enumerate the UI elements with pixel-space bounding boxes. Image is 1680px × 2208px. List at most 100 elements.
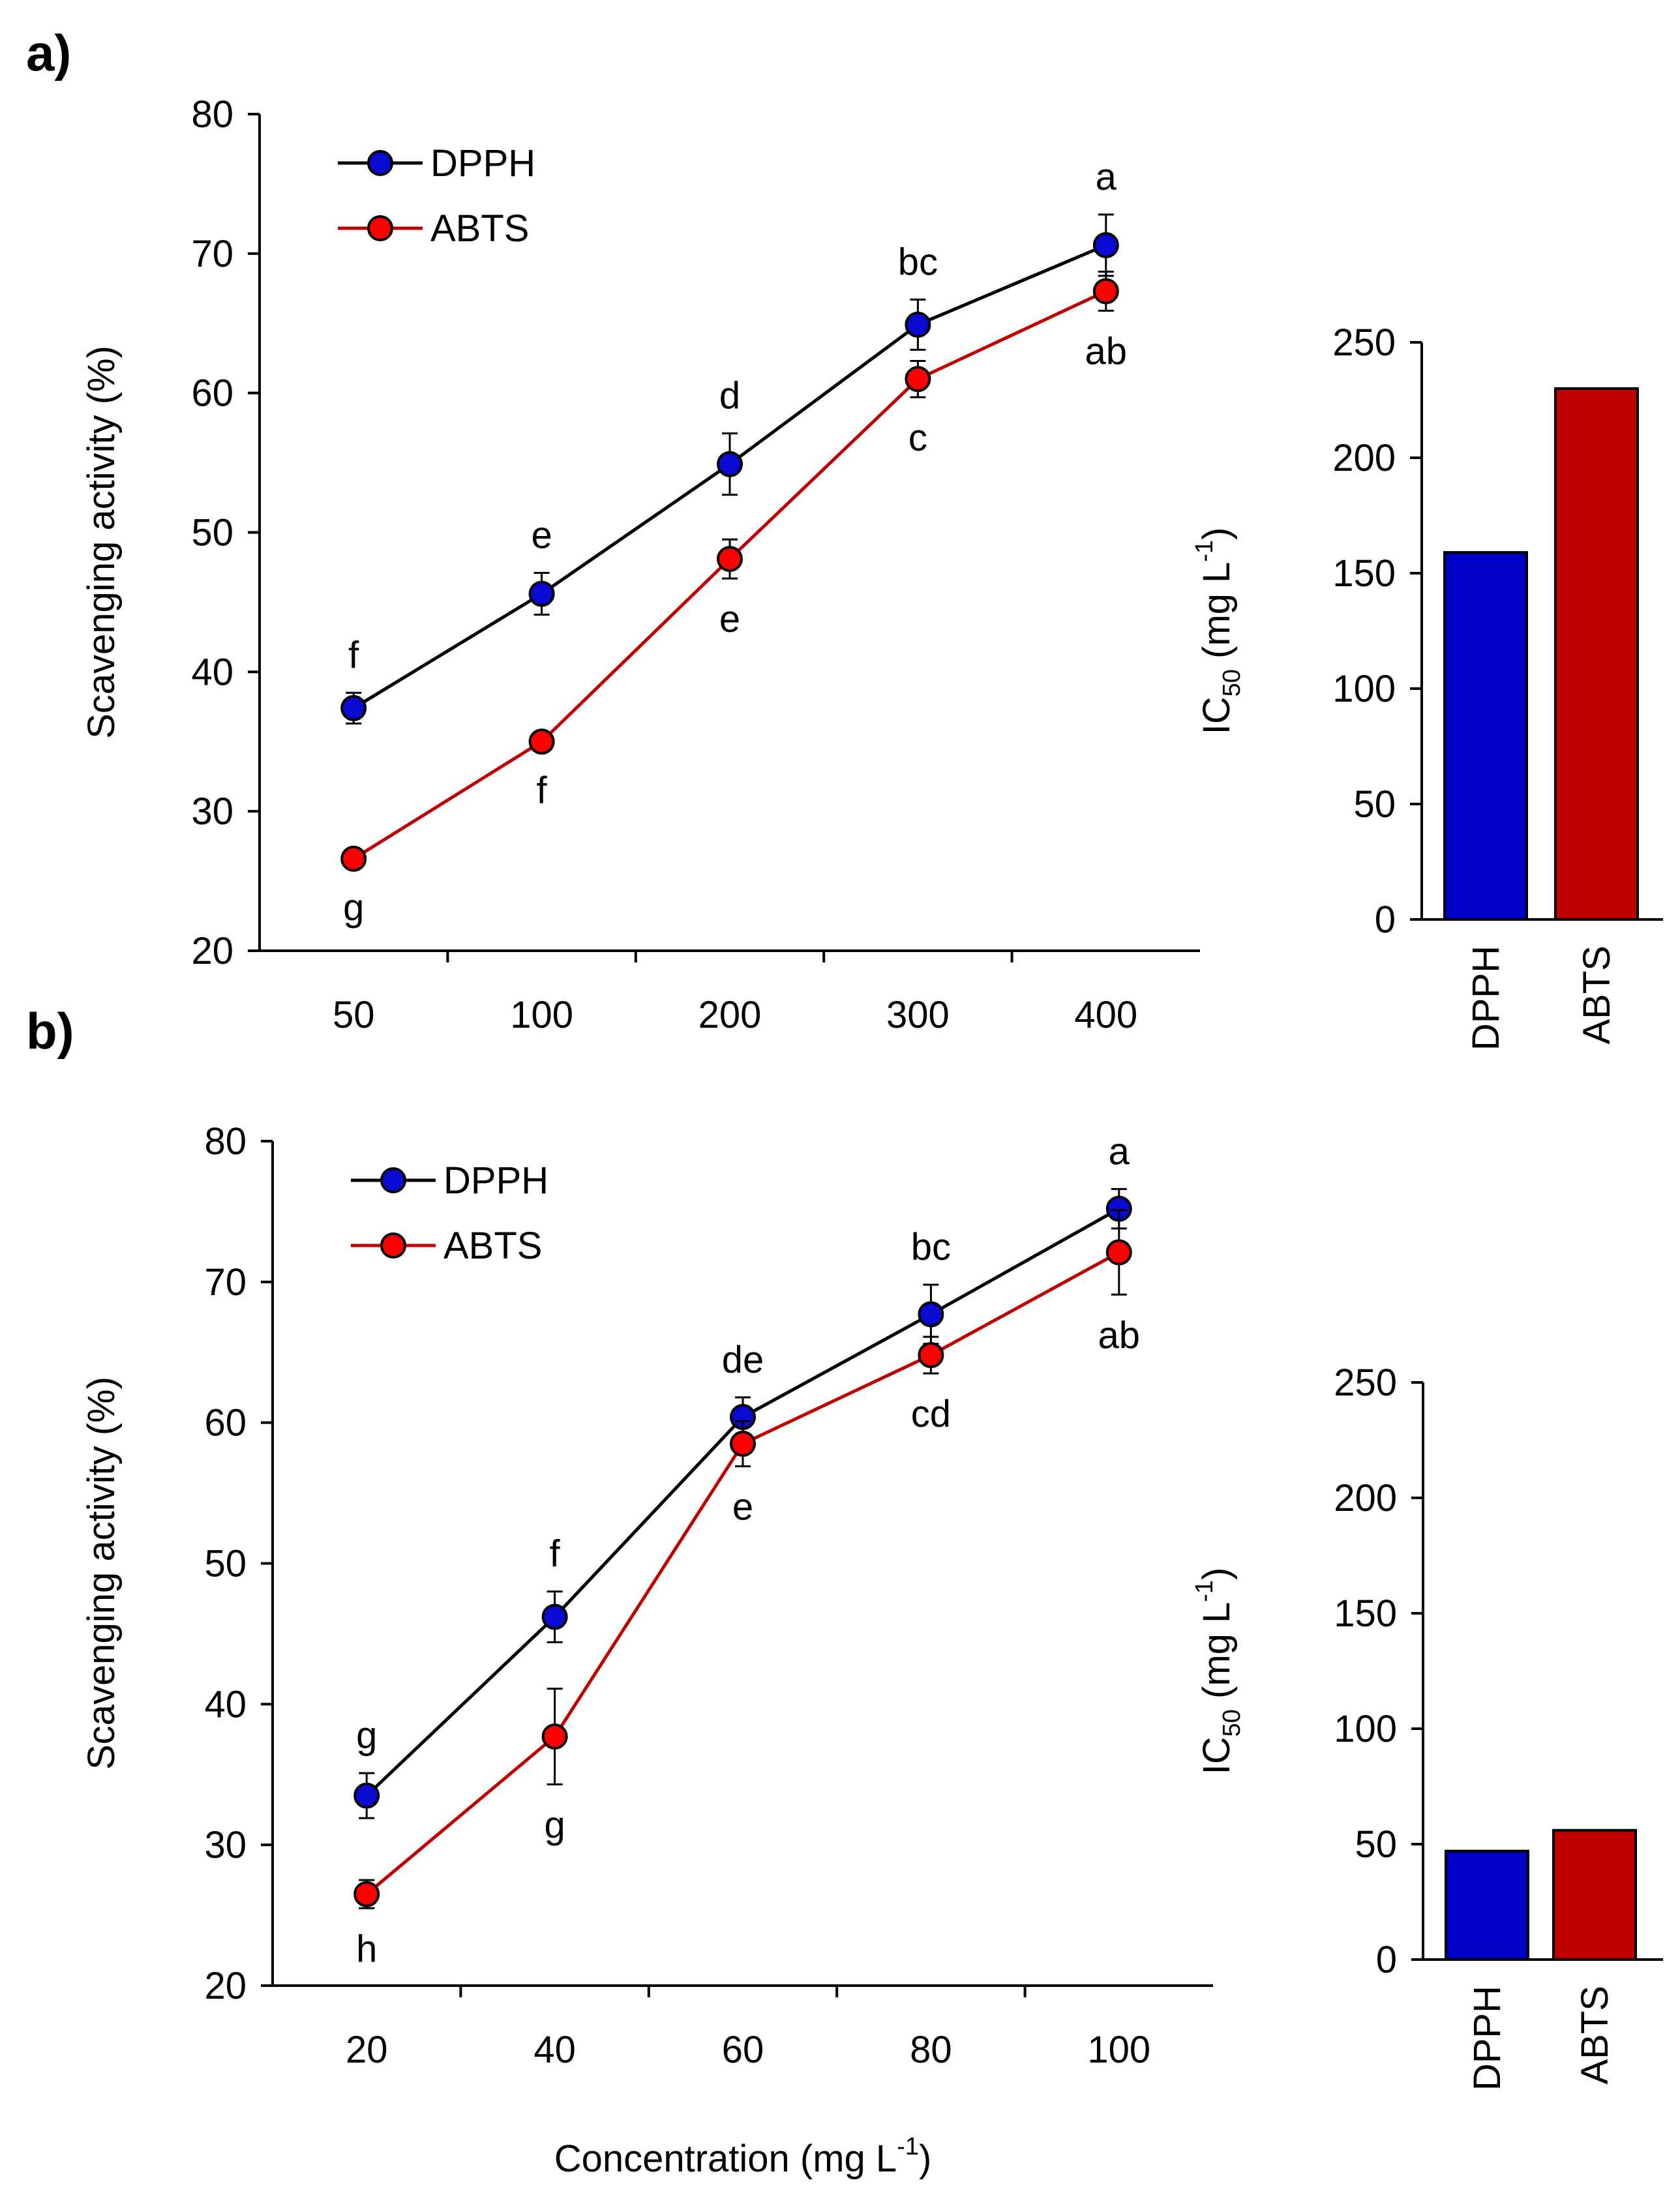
data-point-ABTS bbox=[905, 366, 931, 393]
significance-letter: f bbox=[550, 1533, 561, 1575]
legend-label-ABTS: ABTS bbox=[430, 207, 530, 250]
y-tick-label: 0 bbox=[1375, 899, 1396, 941]
data-point-ABTS bbox=[730, 1431, 756, 1457]
series-DPPH: f e d bc a bbox=[340, 156, 1119, 724]
y-tick-label: 250 bbox=[1332, 321, 1396, 364]
x-tick-label: 50 bbox=[333, 994, 375, 1036]
x-tick-label: 200 bbox=[698, 994, 762, 1036]
y-axis-title-unit: (mg L bbox=[1195, 562, 1238, 669]
significance-letter: cd bbox=[911, 1393, 951, 1435]
bar-ABTS bbox=[1554, 387, 1639, 921]
y-axis-title-unit: (mg L bbox=[1195, 1602, 1238, 1709]
y-tick-label: 60 bbox=[191, 372, 233, 415]
significance-letter: f bbox=[348, 634, 359, 676]
y-tick-label: 200 bbox=[1332, 437, 1396, 479]
data-point-ABTS bbox=[541, 1723, 568, 1750]
data-point-ABTS bbox=[717, 546, 743, 573]
y-axis-title: IC50 (mg L-1) bbox=[1191, 1568, 1246, 1775]
data-point-ABTS bbox=[1105, 1239, 1132, 1266]
y-tick-label: 100 bbox=[1334, 1708, 1397, 1750]
y-tick-label: 60 bbox=[204, 1402, 247, 1444]
significance-letter: ab bbox=[1085, 331, 1128, 373]
x-tick-label: 100 bbox=[1087, 2029, 1150, 2071]
bar-chart-a_bar: 0 50 100 150 200 250 DPPH ABTS IC50 (mg L-1) bbox=[1191, 321, 1663, 1051]
significance-letter: a bbox=[1109, 1130, 1130, 1172]
line-chart-a_line: a) 20 30 40 50 60 70 80 50 100 200 300 400 Scavenging… bbox=[26, 24, 1200, 1036]
legend-label-ABTS: ABTS bbox=[443, 1225, 543, 1267]
y-tick-label: 80 bbox=[191, 93, 233, 136]
line-chart-b_line: b) 20 30 40 50 60 70 80 20 40 60 80 100 Scavenging ac… bbox=[26, 1002, 1213, 2180]
significance-letter: f bbox=[537, 769, 548, 812]
y-axis-title: IC50 (mg L-1) bbox=[1191, 528, 1246, 735]
x-tick-label: ABTS bbox=[1576, 946, 1618, 1045]
significance-letter: de bbox=[722, 1339, 764, 1381]
y-tick-label: 30 bbox=[204, 1824, 247, 1866]
data-point-DPPH bbox=[353, 1782, 380, 1809]
significance-letter: g bbox=[343, 887, 364, 929]
significance-letter: bc bbox=[911, 1226, 951, 1268]
y-axis-title-sub: 50 bbox=[1218, 1709, 1246, 1737]
x-tick-label: 80 bbox=[910, 2029, 952, 2071]
legend-label-DPPH: DPPH bbox=[443, 1159, 548, 1202]
y-tick-label: 20 bbox=[191, 930, 233, 972]
significance-letter: e bbox=[732, 1486, 753, 1529]
legend: DPPH ABTS bbox=[338, 142, 535, 250]
data-point-ABTS bbox=[1092, 278, 1119, 305]
significance-letter: g bbox=[544, 1804, 565, 1846]
data-point-DPPH bbox=[905, 311, 931, 338]
significance-letter: e bbox=[719, 598, 740, 640]
legend: DPPH ABTS bbox=[351, 1159, 548, 1267]
legend-marker-DPPH bbox=[380, 1167, 406, 1193]
y-tick-label: 50 bbox=[204, 1543, 247, 1585]
y-axis-title: Scavenging activity (%) bbox=[80, 346, 123, 739]
bar-ABTS bbox=[1552, 1828, 1637, 1962]
y-tick-label: 100 bbox=[1332, 668, 1396, 710]
y-tick-label: 250 bbox=[1334, 1362, 1397, 1404]
y-tick-label: 50 bbox=[1355, 1823, 1397, 1866]
x-axis-title-main: Concentration (mg L bbox=[554, 2138, 897, 2180]
series-ABTS: h g e cd ab bbox=[353, 1209, 1140, 1970]
significance-letter: d bbox=[719, 375, 740, 417]
series-DPPH: g f de bc a bbox=[353, 1130, 1132, 1819]
significance-letter: g bbox=[356, 1714, 377, 1757]
y-tick-label: 70 bbox=[204, 1261, 247, 1304]
y-axis-title-main: IC bbox=[1195, 1737, 1238, 1774]
y-tick-label: 30 bbox=[191, 790, 233, 833]
x-tick-label: 100 bbox=[510, 994, 573, 1036]
y-axis-title-end: ) bbox=[1195, 1568, 1238, 1580]
legend-marker-ABTS bbox=[367, 215, 393, 241]
data-point-ABTS bbox=[528, 728, 555, 755]
x-tick-label: 400 bbox=[1074, 994, 1137, 1036]
x-tick-label: 20 bbox=[346, 2029, 388, 2071]
bar-DPPH bbox=[1443, 551, 1528, 921]
data-point-DPPH bbox=[918, 1301, 944, 1328]
y-tick-label: 200 bbox=[1334, 1477, 1397, 1519]
data-point-ABTS bbox=[340, 845, 367, 872]
y-tick-label: 40 bbox=[191, 651, 233, 693]
y-tick-label: 150 bbox=[1334, 1592, 1397, 1635]
legend-marker-ABTS bbox=[380, 1232, 406, 1259]
data-point-DPPH bbox=[340, 694, 367, 721]
y-axis-title-end: ) bbox=[1195, 528, 1238, 540]
y-tick-label: 150 bbox=[1332, 552, 1396, 595]
data-point-DPPH bbox=[1092, 232, 1119, 259]
y-tick-label: 70 bbox=[191, 233, 233, 275]
x-axis-title-end: ) bbox=[919, 2138, 931, 2180]
y-axis-title-sub: 50 bbox=[1218, 669, 1246, 696]
data-point-DPPH bbox=[541, 1604, 568, 1630]
y-tick-label: 40 bbox=[204, 1683, 247, 1725]
panel-label: a) bbox=[26, 24, 71, 82]
x-tick-label: DPPH bbox=[1465, 946, 1507, 1051]
y-tick-label: 80 bbox=[204, 1120, 247, 1163]
x-tick-label: 60 bbox=[722, 2029, 764, 2071]
x-tick-label: 300 bbox=[886, 994, 950, 1036]
significance-letter: h bbox=[356, 1928, 377, 1970]
x-tick-label: 40 bbox=[533, 2029, 576, 2071]
y-tick-label: 50 bbox=[191, 512, 233, 554]
significance-letter: c bbox=[908, 417, 927, 459]
y-axis-title-exp: -1 bbox=[1191, 1580, 1218, 1602]
bar-DPPH bbox=[1445, 1849, 1529, 1962]
significance-letter: e bbox=[531, 515, 552, 557]
